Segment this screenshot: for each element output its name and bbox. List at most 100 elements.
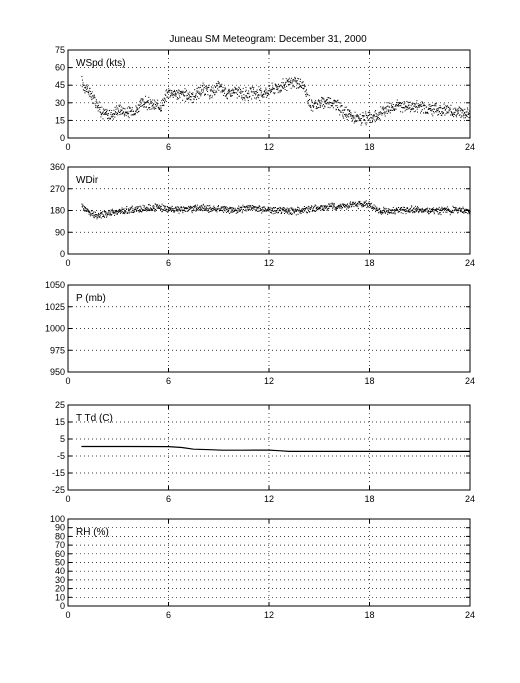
data-point	[359, 202, 361, 204]
data-point	[370, 202, 372, 204]
data-point	[463, 117, 465, 119]
data-point	[237, 207, 238, 209]
data-point	[153, 103, 155, 105]
y-tick-label: 25	[55, 400, 65, 410]
data-point	[84, 210, 86, 212]
data-point	[165, 209, 167, 210]
data-point	[423, 209, 425, 211]
data-point	[107, 213, 109, 215]
data-point	[356, 204, 358, 206]
data-point	[287, 79, 289, 81]
data-point	[132, 208, 134, 210]
data-point	[250, 209, 252, 211]
data-point	[287, 208, 289, 210]
data-point	[150, 100, 152, 102]
data-point	[311, 205, 313, 207]
data-point	[135, 111, 137, 113]
data-point	[115, 211, 117, 213]
data-point	[357, 202, 359, 204]
data-point	[190, 207, 192, 209]
y-tick-label: 90	[55, 227, 65, 237]
data-point	[118, 106, 120, 107]
data-point	[223, 89, 225, 91]
data-point	[286, 207, 288, 209]
data-point	[114, 111, 116, 113]
data-point	[231, 92, 233, 94]
data-point	[210, 94, 212, 96]
data-point	[142, 209, 144, 211]
data-point	[441, 111, 443, 113]
data-point	[278, 90, 280, 92]
data-point	[242, 91, 244, 92]
data-point	[88, 95, 90, 97]
data-point	[338, 205, 340, 207]
data-point	[328, 101, 330, 103]
data-point	[445, 105, 447, 107]
data-point	[417, 206, 418, 208]
data-point	[344, 115, 346, 117]
data-point	[415, 106, 417, 108]
data-point	[211, 89, 213, 91]
data-point	[235, 88, 237, 90]
data-point	[404, 102, 406, 104]
data-point	[276, 85, 278, 87]
data-point	[284, 209, 286, 211]
data-point	[391, 212, 393, 214]
data-point	[336, 101, 338, 103]
data-point	[152, 205, 154, 207]
data-point	[183, 93, 184, 95]
data-point	[390, 211, 392, 213]
data-point	[241, 95, 243, 97]
data-point	[312, 105, 314, 107]
data-point	[379, 211, 381, 213]
data-point	[153, 205, 155, 207]
data-point	[174, 211, 175, 213]
data-point	[290, 212, 292, 214]
data-point	[114, 214, 115, 216]
data-point	[439, 210, 441, 211]
data-point	[347, 203, 348, 205]
data-point	[436, 111, 438, 113]
data-point	[110, 214, 112, 216]
data-point	[323, 206, 325, 208]
data-point	[249, 87, 251, 89]
data-point	[362, 204, 364, 206]
data-point	[192, 210, 194, 212]
data-point	[325, 103, 327, 105]
data-point	[403, 103, 405, 105]
data-point	[90, 97, 92, 99]
data-point	[214, 207, 216, 209]
data-point	[277, 92, 279, 94]
data-point	[177, 210, 179, 212]
data-point	[353, 115, 355, 117]
data-point	[302, 211, 304, 213]
data-point	[385, 107, 386, 109]
data-point	[104, 214, 106, 216]
data-point	[148, 204, 149, 206]
data-point	[375, 113, 377, 115]
data-point	[192, 92, 194, 94]
series-wdir	[81, 200, 471, 220]
data-point	[369, 205, 371, 207]
data-point	[131, 211, 133, 213]
data-point	[451, 112, 453, 114]
data-point	[364, 201, 366, 203]
data-point	[86, 210, 88, 212]
data-point	[436, 109, 437, 111]
data-point	[382, 106, 384, 108]
data-point	[186, 208, 188, 209]
data-point	[93, 211, 95, 213]
data-point	[457, 211, 459, 213]
data-point	[464, 211, 466, 213]
data-point	[197, 86, 199, 88]
data-point	[209, 98, 211, 100]
data-point	[323, 98, 325, 100]
data-point	[214, 209, 216, 211]
data-point	[337, 99, 339, 101]
data-point	[104, 113, 105, 115]
data-point	[114, 210, 116, 212]
data-point	[190, 96, 192, 98]
data-point	[201, 207, 203, 209]
data-point	[397, 209, 399, 211]
data-point	[253, 87, 255, 89]
